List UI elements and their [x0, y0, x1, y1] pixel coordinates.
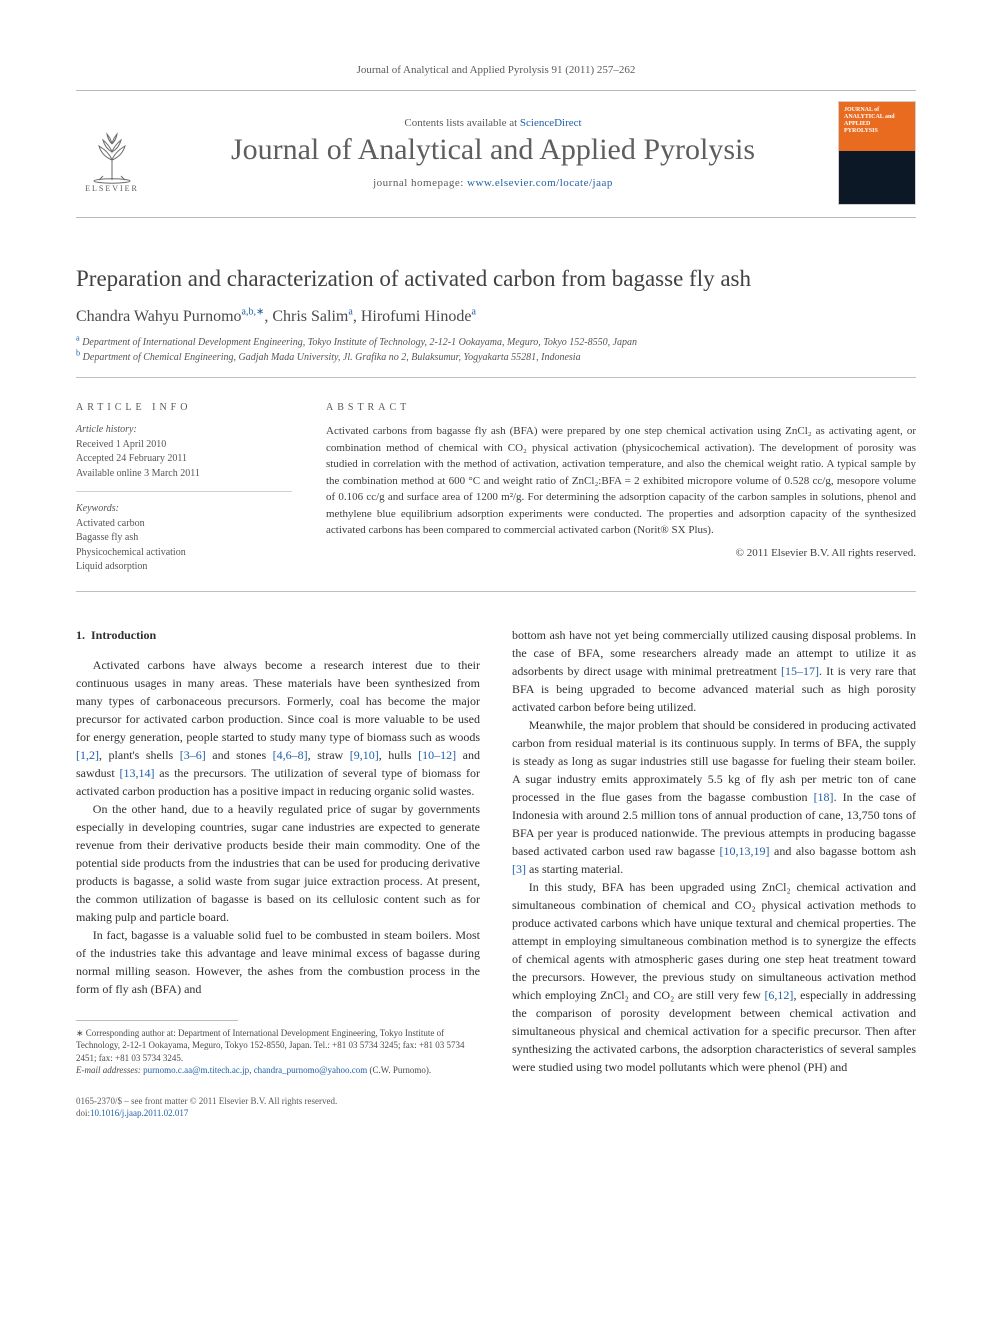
article-title: Preparation and characterization of acti…	[76, 266, 916, 292]
author-1-affil-sup: a,b,∗	[242, 307, 265, 318]
author-1: Chandra Wahyu Purnomo	[76, 308, 242, 325]
affiliations: a Department of International Developmen…	[76, 336, 916, 365]
footnote-rule	[76, 1020, 238, 1021]
author-3-affil-sup: a	[471, 307, 475, 318]
masthead-center: Contents lists available at ScienceDirec…	[164, 117, 822, 189]
body-two-columns: 1. Introduction Activated carbons have a…	[76, 626, 916, 1077]
article-info-head: ARTICLE INFO	[76, 402, 292, 413]
doi-label: doi:	[76, 1108, 90, 1118]
abstract-head: ABSTRACT	[326, 402, 916, 413]
keyword-4: Liquid adsorption	[76, 561, 147, 572]
author-list: Chandra Wahyu Purnomoa,b,∗, Chris Salim a…	[76, 308, 916, 326]
abstract-text: Activated carbons from bagasse fly ash (…	[326, 423, 916, 539]
history-accepted: Accepted 24 February 2011	[76, 453, 187, 464]
masthead: ELSEVIER Contents lists available at Sci…	[76, 90, 916, 218]
author-2: , Chris Salim	[264, 308, 348, 325]
contents-available-line: Contents lists available at ScienceDirec…	[164, 117, 822, 129]
contents-prefix: Contents lists available at	[404, 117, 519, 129]
history-received: Received 1 April 2010	[76, 439, 166, 450]
sciencedirect-link[interactable]: ScienceDirect	[520, 117, 582, 129]
keyword-2: Bagasse fly ash	[76, 532, 138, 543]
article-info-left: ARTICLE INFO Article history: Received 1…	[76, 402, 292, 575]
abstract-copyright: © 2011 Elsevier B.V. All rights reserved…	[326, 547, 916, 559]
cover-title: JOURNAL of ANALYTICAL and APPLIED PYROLY…	[844, 107, 895, 135]
page-root: Journal of Analytical and Applied Pyroly…	[0, 0, 992, 1168]
author-3: , Hirofumi Hinode	[353, 308, 472, 325]
top-rule	[76, 377, 916, 378]
section-heading: 1. Introduction	[76, 626, 480, 644]
homepage-line: journal homepage: www.elsevier.com/locat…	[164, 177, 822, 189]
history-online: Available online 3 March 2011	[76, 468, 200, 479]
para-c1-1: Activated carbons have always become a r…	[76, 656, 480, 800]
running-header: Journal of Analytical and Applied Pyroly…	[76, 64, 916, 76]
publisher-name: ELSEVIER	[85, 184, 139, 193]
body-col-2: bottom ash have not yet being commercial…	[512, 626, 916, 1077]
corresponding-author: ∗ Corresponding author at: Department of…	[76, 1027, 480, 1065]
keyword-3: Physicochemical activation	[76, 547, 186, 558]
homepage-prefix: journal homepage:	[373, 177, 467, 189]
homepage-link[interactable]: www.elsevier.com/locate/jaap	[467, 177, 613, 189]
history-label: Article history:	[76, 424, 137, 435]
para-c2-1: bottom ash have not yet being commercial…	[512, 626, 916, 716]
bottom-meta: 0165-2370/$ – see front matter © 2011 El…	[76, 1095, 916, 1120]
section-number: 1.	[76, 628, 85, 642]
para-c1-3: In fact, bagasse is a valuable solid fue…	[76, 926, 480, 998]
article-info-row: ARTICLE INFO Article history: Received 1…	[76, 398, 916, 575]
para-c1-2: On the other hand, due to a heavily regu…	[76, 800, 480, 926]
email-link-2[interactable]: chandra_purnomo@yahoo.com	[254, 1065, 368, 1075]
elsevier-logo: ELSEVIER	[76, 113, 148, 193]
email-label: E-mail addresses:	[76, 1065, 141, 1075]
section-title: Introduction	[91, 628, 156, 642]
email-link-1[interactable]: purnomo.c.aa@m.titech.ac.jp	[143, 1065, 249, 1075]
keywords-block: Keywords: Activated carbon Bagasse fly a…	[76, 502, 292, 575]
keyword-1: Activated carbon	[76, 518, 145, 529]
abstract-bottom-rule	[76, 591, 916, 592]
journal-cover-thumb: JOURNAL of ANALYTICAL and APPLIED PYROLY…	[838, 101, 916, 205]
article-history: Article history: Received 1 April 2010 A…	[76, 423, 292, 492]
doi-link[interactable]: 10.1016/j.jaap.2011.02.017	[90, 1108, 188, 1118]
affil-a: Department of International Development …	[80, 337, 637, 348]
affil-b: Department of Chemical Engineering, Gadj…	[80, 352, 580, 363]
footnotes: ∗ Corresponding author at: Department of…	[76, 1027, 480, 1077]
keywords-label: Keywords:	[76, 503, 119, 514]
para-c2-2: Meanwhile, the major problem that should…	[512, 716, 916, 878]
email-tail: (C.W. Purnomo).	[367, 1065, 431, 1075]
elsevier-tree-icon	[85, 126, 139, 184]
para-c2-3: In this study, BFA has been upgraded usi…	[512, 878, 916, 1076]
front-matter-line: 0165-2370/$ – see front matter © 2011 El…	[76, 1095, 916, 1108]
journal-title: Journal of Analytical and Applied Pyroly…	[164, 133, 822, 167]
abstract-block: ABSTRACT Activated carbons from bagasse …	[326, 402, 916, 575]
body-col-1: 1. Introduction Activated carbons have a…	[76, 626, 480, 1077]
